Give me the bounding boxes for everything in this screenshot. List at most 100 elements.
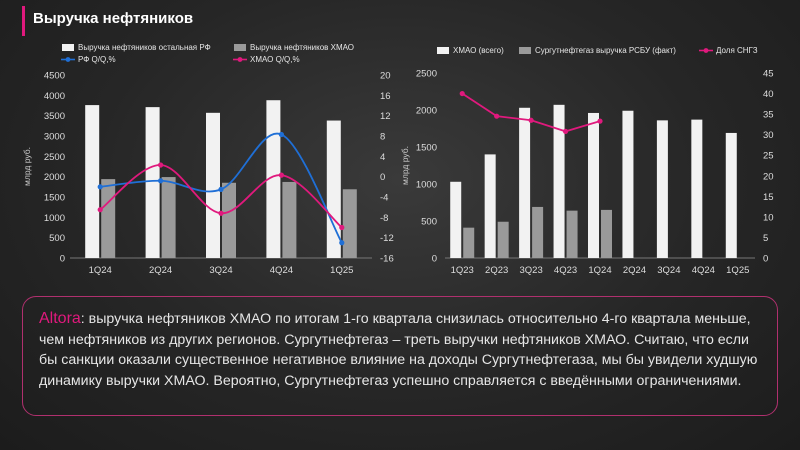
bar-primary [145, 107, 160, 258]
x-tick-label: 1Q24 [89, 265, 112, 276]
bar-primary [450, 181, 462, 258]
bar-secondary [601, 209, 612, 258]
y2-tick-label: 40 [763, 89, 774, 100]
y-tick-label: 0 [60, 254, 65, 265]
x-tick-label: 4Q24 [270, 265, 293, 276]
title-accent-bar [22, 6, 25, 36]
legend-label: ХМАО Q/Q,% [250, 55, 300, 64]
y-tick-label: 1500 [416, 143, 437, 154]
y2-tick-label: 4 [380, 152, 385, 163]
y2-tick-label: 35 [763, 110, 774, 121]
y-tick-label: 1500 [44, 193, 65, 204]
legend-label: Выручка нефтяников ХМАО [250, 43, 354, 52]
legend-label: Выручка нефтяников остальная РФ [78, 43, 211, 52]
y-tick-label: 4500 [44, 71, 65, 82]
bar-primary [656, 120, 668, 258]
legend-point-swatch [703, 48, 709, 53]
chart-khmao-surgutneftegaz: 0 500 1000 1500 2000 2500 0 5 10 15 20 25 30 35 40 45 мл… [400, 46, 774, 276]
y-tick-label: 1000 [44, 213, 65, 224]
legend-swatch [519, 47, 531, 54]
bar-primary [725, 132, 737, 258]
legend-swatch [437, 47, 449, 54]
y2-tick-label: -8 [380, 213, 388, 224]
y2-tick-label: 30 [763, 130, 774, 141]
y2-tick-label: -4 [380, 193, 388, 204]
legend-label: Доля СНГЗ [716, 46, 758, 55]
bar-primary [206, 112, 220, 258]
x-tick-label: 3Q23 [519, 265, 542, 276]
series-point [562, 128, 569, 134]
bar-primary [484, 154, 496, 258]
series-point [597, 118, 603, 124]
y2-tick-label: 20 [763, 171, 774, 182]
series-point [97, 184, 103, 190]
series-point [278, 172, 284, 178]
series-point [158, 162, 164, 168]
y2-tick-label: 12 [380, 111, 391, 122]
x-tick-label: 2Q23 [485, 265, 508, 276]
series-point [339, 224, 345, 231]
comment-text: : выручка нефтяников ХМАО по итогам 1-го… [39, 311, 758, 389]
series-point [97, 207, 103, 213]
bar-primary [519, 107, 531, 258]
series-point [528, 117, 534, 123]
x-tick-label: 1Q24 [588, 265, 611, 276]
legend-swatch [234, 44, 246, 51]
x-tick-label: 1Q25 [330, 265, 353, 276]
series-line [461, 92, 601, 133]
legend-swatch [62, 44, 74, 51]
y-axis-title: млрд руб. [22, 147, 32, 186]
y2-tick-label: 25 [763, 151, 774, 162]
bar-secondary [497, 221, 509, 258]
series-point [459, 90, 465, 97]
y-tick-label: 2000 [416, 106, 437, 117]
x-tick-label: 4Q23 [554, 265, 577, 276]
bar-secondary [101, 179, 116, 258]
y-axis-title: млрд руб. [400, 146, 410, 185]
y2-tick-label: 0 [380, 172, 385, 183]
legend-label: Сургутнефтегаз выручка РСБУ (факт) [535, 46, 676, 55]
charts-canvas: 050010001500200025003000350040004500-16-… [22, 43, 774, 276]
y-tick-label: 3000 [44, 132, 65, 143]
legend-point-swatch [65, 57, 71, 62]
x-tick-label: 2Q24 [149, 265, 172, 276]
bar-primary [588, 112, 599, 259]
series-line [99, 164, 343, 229]
series-point [218, 186, 224, 192]
bar-secondary [532, 206, 544, 258]
series-point [278, 131, 284, 138]
y2-tick-label: 0 [763, 254, 768, 265]
series-point [339, 240, 345, 246]
bar-secondary [566, 210, 578, 258]
x-tick-label: 3Q24 [657, 265, 680, 276]
brand-name: Altora [39, 310, 81, 327]
legend-label: ХМАО (всего) [453, 46, 504, 55]
bar-primary [553, 104, 565, 258]
bar-secondary [282, 181, 297, 258]
series-point [158, 178, 164, 184]
y-tick-label: 2500 [416, 69, 437, 80]
y-tick-label: 2500 [44, 152, 65, 163]
x-tick-label: 1Q25 [726, 265, 749, 276]
legend-point-swatch [237, 57, 243, 62]
x-tick-label: 1Q23 [451, 265, 474, 276]
y-tick-label: 500 [421, 217, 437, 228]
page-title: Выручка нефтяников [33, 10, 194, 27]
y-tick-label: 500 [49, 233, 65, 244]
bar-secondary [463, 227, 475, 258]
bar-primary [85, 105, 100, 259]
x-tick-label: 3Q24 [209, 265, 232, 276]
bar-secondary [222, 182, 236, 258]
series-point [218, 210, 224, 216]
bar-primary [266, 100, 281, 258]
x-tick-label: 2Q24 [623, 265, 646, 276]
y2-tick-label: 15 [763, 192, 774, 203]
y-tick-label: 2000 [44, 172, 65, 183]
y2-tick-label: 10 [763, 212, 774, 223]
y-tick-label: 1000 [416, 180, 437, 191]
y-tick-label: 4000 [44, 91, 65, 102]
y2-tick-label: 8 [380, 132, 385, 143]
legend-label: РФ Q/Q,% [78, 55, 116, 64]
y2-tick-label: 45 [763, 69, 774, 80]
bar-secondary [161, 177, 176, 258]
